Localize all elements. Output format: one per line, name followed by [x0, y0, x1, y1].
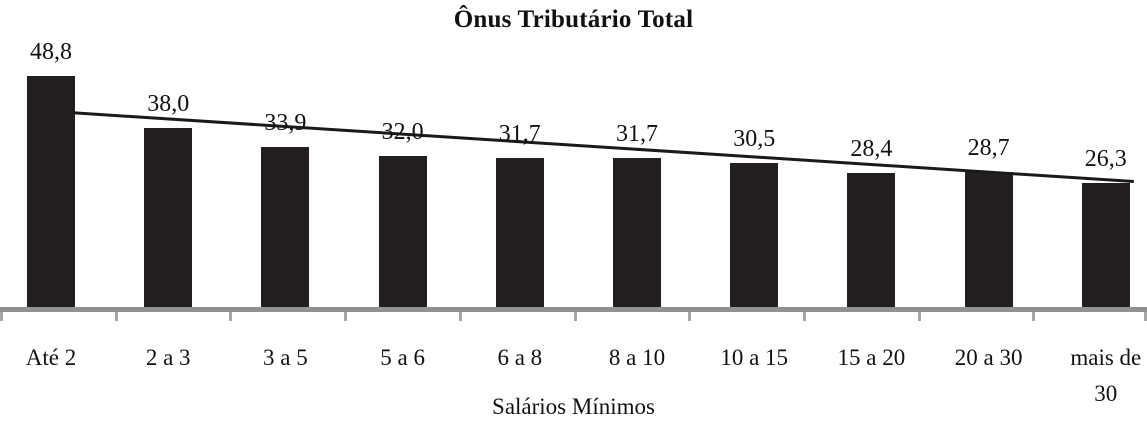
category-label-line1: 20 a 30 — [954, 345, 1023, 370]
category-label-line1: 3 a 5 — [263, 345, 308, 370]
bar-value-label: 33,9 — [264, 110, 307, 137]
x-axis-tick — [803, 312, 806, 321]
bar — [378, 156, 427, 309]
trendline — [72, 111, 1134, 184]
category-label-line1: 5 a 6 — [380, 345, 425, 370]
x-axis-tick — [688, 312, 691, 321]
bar — [144, 127, 193, 309]
x-axis-tick — [0, 312, 3, 321]
bar — [730, 163, 779, 309]
x-axis-category-label: 3 a 5 — [263, 340, 308, 376]
bar-value-label: 30,5 — [733, 126, 776, 153]
bar-value-label: 26,3 — [1084, 146, 1127, 173]
x-axis-title: Salários Mínimos — [492, 394, 655, 419]
x-axis-category-label: mais de 30 — [1070, 340, 1141, 412]
x-axis-tick — [574, 312, 577, 321]
bar — [613, 157, 661, 309]
x-axis-tick — [918, 312, 921, 321]
bar — [847, 173, 896, 309]
bar-value-label: 31,7 — [498, 120, 541, 147]
category-label-line1: 6 a 8 — [497, 345, 543, 370]
bar — [261, 147, 310, 309]
bar-value-label: 28,7 — [967, 134, 1010, 161]
bar-value-label: 48,8 — [30, 39, 72, 65]
bar-value-label: 38,0 — [147, 90, 190, 117]
x-axis-category-label: 20 a 30 — [955, 340, 1023, 376]
bar-value-label: 28,4 — [850, 136, 893, 163]
x-axis-tick — [344, 312, 347, 321]
category-label-line1: 10 a 15 — [720, 345, 789, 370]
x-axis-tick — [1144, 312, 1147, 321]
bar — [1081, 183, 1130, 309]
x-axis-category-label: 8 a 10 — [609, 340, 665, 376]
x-axis-tick — [229, 312, 232, 321]
x-axis-tick — [459, 312, 462, 321]
bar-value-label: 31,7 — [616, 120, 658, 147]
x-axis-category-label: 15 a 20 — [838, 340, 906, 376]
x-axis-tick — [1032, 312, 1035, 321]
category-label-line1: 2 a 3 — [145, 345, 191, 370]
x-axis-category-label: 10 a 15 — [720, 340, 788, 376]
x-axis-category-label: Até 2 — [26, 340, 76, 376]
bar-value-label: 32,0 — [381, 119, 424, 146]
plot-area: 48,8 38,0 33,9 32,0 31,7 31,7 30,5 28,4 28,7 26,3 — [27, 39, 1134, 309]
category-label-line1: 8 a 10 — [608, 345, 666, 370]
category-label-line2: 30 — [1094, 381, 1118, 406]
chart-title: Ônus Tributário Total — [453, 6, 694, 33]
x-axis-category-label: 2 a 3 — [146, 340, 191, 376]
category-label-line1: Até 2 — [25, 345, 77, 370]
bar — [27, 76, 75, 309]
x-axis-category-label: 6 a 8 — [497, 340, 542, 376]
x-axis-category-label: 5 a 6 — [380, 340, 425, 376]
category-label-line1: 15 a 20 — [837, 345, 906, 370]
category-label-line1: mais de — [1070, 345, 1142, 370]
bar — [964, 171, 1013, 309]
bar — [495, 157, 544, 309]
x-axis-tick — [115, 312, 118, 321]
x-axis-line — [0, 307, 1147, 312]
trendline-path — [72, 111, 1134, 184]
